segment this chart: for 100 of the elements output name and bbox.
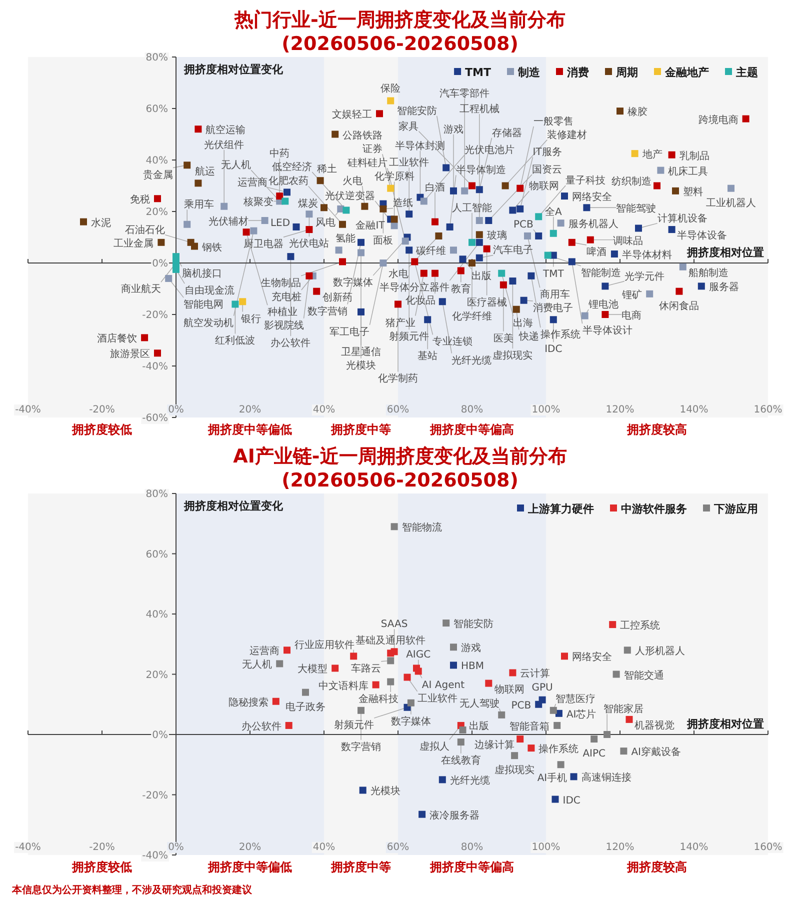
point-label: 硅料硅片 [347,158,388,170]
point-label: 乘用车 [184,200,214,211]
point-label: 锂矿 [622,290,642,301]
point-label: 稀土 [317,164,337,176]
point-label: 军工电子 [330,326,370,338]
point-label: 出海 [513,318,534,329]
point-label: 数字媒体 [333,277,374,288]
y-tick: 20% [146,207,168,218]
y-tick: 60% [146,104,168,115]
point-label: 白酒 [425,182,445,194]
point-label: 存储器 [492,128,522,139]
point-label: 光伏辅材 [208,216,248,228]
point-label: 操作系统 [538,744,579,756]
band-label: 拥挤度中等 [331,860,391,874]
point-label: 数字营销 [308,306,348,318]
x-title: 拥挤度相对位置 [687,246,764,259]
band-label: 拥挤度中等偏低 [208,422,292,436]
point-label: 医美 [493,333,514,344]
subtitle: (20260506-20260508) [282,470,518,492]
legend-label: 金融地产 [665,66,709,79]
point-label: 数字媒体 [390,716,431,728]
point-label: 光模块 [370,786,400,798]
point-label: 酒店餐饮 [97,334,138,345]
x-tick: 160% [754,842,782,853]
point-label: PCB [514,220,534,231]
point-label: 低空经济 [272,162,312,174]
legend-label: TMT [465,66,491,79]
point-label: 智能电网 [184,300,224,311]
point-label: 风电 [315,217,336,228]
point-label: 高速铜连接 [581,772,632,784]
point-label: 国资云 [532,164,562,176]
point-label: TMT [542,268,564,280]
legend-label: 上游算力硬件 [528,502,594,516]
point-label: 航运 [194,166,215,178]
point-label: AI手机 [537,773,568,784]
x-tick: 80% [460,842,484,853]
point-label: 啤酒 [586,247,606,258]
point-label: 锂电池 [588,299,619,310]
point-label: 运营商 [237,177,268,188]
band-label: 拥挤度中等偏高 [430,422,514,436]
band-label: 拥挤度中等偏高 [430,860,514,874]
point-label: 无人机 [221,160,252,172]
point-label: 工业金属 [114,238,154,250]
point-label: 金融IT [356,220,385,232]
point-label: 云计算 [520,668,550,680]
point-label: 公路铁路 [342,130,383,142]
point-label: 厨卫电器 [243,239,284,250]
point-label: 人形机器人 [634,646,685,658]
point-label: 无人机 [242,660,272,671]
x-tick: 140% [680,404,708,416]
x-title: 拥挤度相对位置 [687,718,764,730]
point-label: 半导体封测 [395,140,446,152]
point-label: 计算机设备 [657,213,708,224]
point-label: 光纤光缆 [450,776,490,787]
point-label: 虚拟人 [419,742,450,753]
point-label: 智能安防 [396,106,437,117]
point-label: 汽车电子 [493,245,534,256]
band-label: 拥挤度较高 [627,422,687,436]
point-label: 氢能 [336,234,356,245]
x-tick: 100% [532,842,560,853]
point-label: 消费电子 [532,303,573,314]
y-tick: -60% [142,413,168,424]
y-tick: 0% [152,258,168,270]
point-label: 半导体材料 [622,250,672,261]
point-label: 免税 [130,194,150,206]
legend-label: 主题 [736,66,758,79]
point-label: 钢铁 [202,242,222,254]
point-label: 银行 [240,314,261,325]
y-tick: 60% [146,549,168,560]
point-label: 液冷服务器 [430,810,480,822]
x-tick: 20% [238,404,262,416]
band-label: 拥挤度中等 [331,422,391,436]
point-label: 基础及通用软件 [356,636,426,647]
point-label: AI芯片 [566,709,596,720]
x-tick: 0% [168,404,184,416]
point-label: 光伏电站 [289,238,330,250]
title: AI产业链-近一周拥挤度变化及当前分布 [233,446,567,468]
x-tick: -40% [15,842,41,853]
point-label: SAAS [380,619,408,630]
point-label: AIPC [582,748,606,760]
point-label: 网络安全 [572,652,612,664]
point-label: 化学制药 [378,374,418,385]
point-label: AI Agent [422,680,464,692]
point-label: 人工智能 [452,202,492,214]
band-label: 拥挤度较高 [627,860,687,874]
point-label: 创新药 [322,292,352,304]
point-label: 物联网 [494,684,524,696]
point-label: 红利低波 [215,336,256,347]
y-tick: -20% [142,310,168,321]
note: 本信息仅为公开资料整理，不涉及研究观点和投资建议 [12,885,252,896]
x-tick: 20% [238,842,262,853]
point-label: 汽车零部件 [440,88,490,100]
point-label: 半导体分立器件 [380,282,450,294]
point-label: 智能驾驶 [616,204,656,215]
y-tick: 80% [146,52,168,64]
point-label: 服务机器人 [568,219,618,230]
point-label: 化肥农药 [268,176,308,188]
point-label: PCB [511,700,532,712]
point-label: 影视院线 [264,320,304,332]
point-label: 化学原料 [374,172,414,183]
